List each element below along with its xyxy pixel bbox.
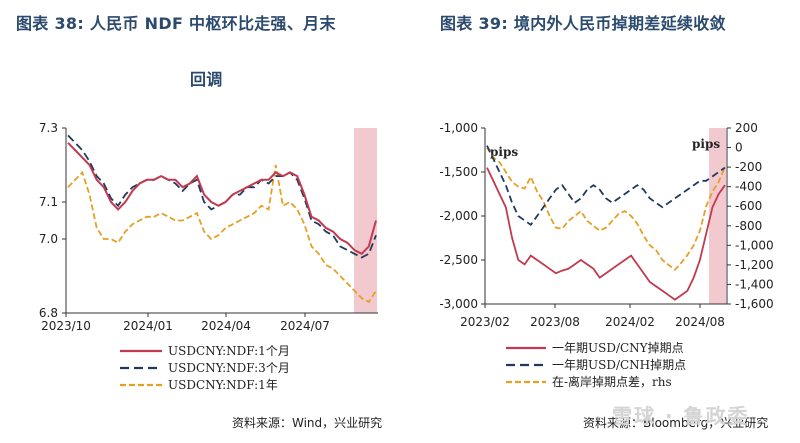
right-figure-title: 图表 39: 境内外人民币掉期差延续收敛: [440, 14, 726, 33]
y-tick-label-right-axis: -1,200: [735, 258, 774, 272]
series-line-left-3: [67, 164, 377, 304]
series-line-right-3: [486, 147, 726, 272]
y-tick-label-left: 7.1: [39, 195, 58, 209]
legend-label-left: USDCNY:NDF:3个月: [168, 361, 290, 375]
x-tick-label-left: 2023/10: [41, 319, 91, 333]
x-tick-label-left: 2024/04: [201, 319, 251, 333]
y-tick-label-right-axis: -1,400: [735, 277, 774, 291]
x-tick-label-left: 2024/01: [123, 319, 173, 333]
axis-unit-left: pips: [490, 145, 518, 159]
y-tick-label-left: 7.3: [39, 121, 58, 135]
left-figure-title: 图表 38: 人民币 NDF 中枢环比走强、月末: [16, 14, 336, 33]
y-tick-label-right-axis: 200: [735, 121, 758, 135]
x-tick-label-right: 2024/02: [605, 315, 655, 329]
legend-label-right: 一年期USD/CNY掉期点: [552, 341, 684, 355]
y-tick-label-right-axis: -1,600: [735, 297, 774, 311]
left-source-note: 资料来源：Wind，兴业研究: [232, 416, 383, 430]
y-tick-label-left: 6.8: [39, 306, 58, 320]
series-line-right-2: [486, 145, 726, 227]
series-line-left-1: [67, 142, 377, 256]
axis-unit-right: pips: [692, 137, 720, 151]
y-tick-label-left-axis: -3,000: [439, 297, 478, 311]
y-tick-label-right-axis: 0: [735, 141, 743, 155]
y-tick-label-left-axis: -1,500: [439, 165, 478, 179]
y-tick-label-left-axis: -1,000: [439, 121, 478, 135]
legend-label-right: 一年期USD/CNH掉期点: [552, 358, 686, 372]
y-tick-label-right-axis: -800: [735, 219, 762, 233]
x-tick-label-right: 2023/02: [460, 315, 510, 329]
legend-label-left: USDCNY:NDF:1年: [168, 378, 278, 392]
legend-label-left: USDCNY:NDF:1个月: [168, 344, 290, 358]
y-tick-label-right-axis: -400: [735, 180, 762, 194]
highlight-band-left: [354, 128, 377, 313]
series-line-right-1: [486, 167, 726, 301]
y-tick-label-right-axis: -200: [735, 160, 762, 174]
left-figure-title-continued: 回调: [190, 70, 223, 89]
y-tick-label-left-axis: -2,500: [439, 253, 478, 267]
y-tick-label-left-axis: -2,000: [439, 209, 478, 223]
series-line-left-2: [67, 134, 377, 259]
y-tick-label-right-axis: -1,000: [735, 238, 774, 252]
right-source-note: 资料来源：Bloomberg，兴业研究: [583, 416, 769, 430]
watermark: 雪球 · 鲁政委: [612, 404, 750, 428]
x-tick-label-left: 2024/07: [280, 319, 330, 333]
legend-label-right: 在-离岸掉期点差，rhs: [552, 374, 672, 389]
y-tick-label-left: 7.0: [39, 232, 58, 246]
x-tick-label-right: 2023/08: [530, 315, 580, 329]
y-tick-label-right-axis: -600: [735, 199, 762, 213]
highlight-band-right: [709, 128, 726, 304]
x-tick-label-right: 2024/08: [675, 315, 725, 329]
